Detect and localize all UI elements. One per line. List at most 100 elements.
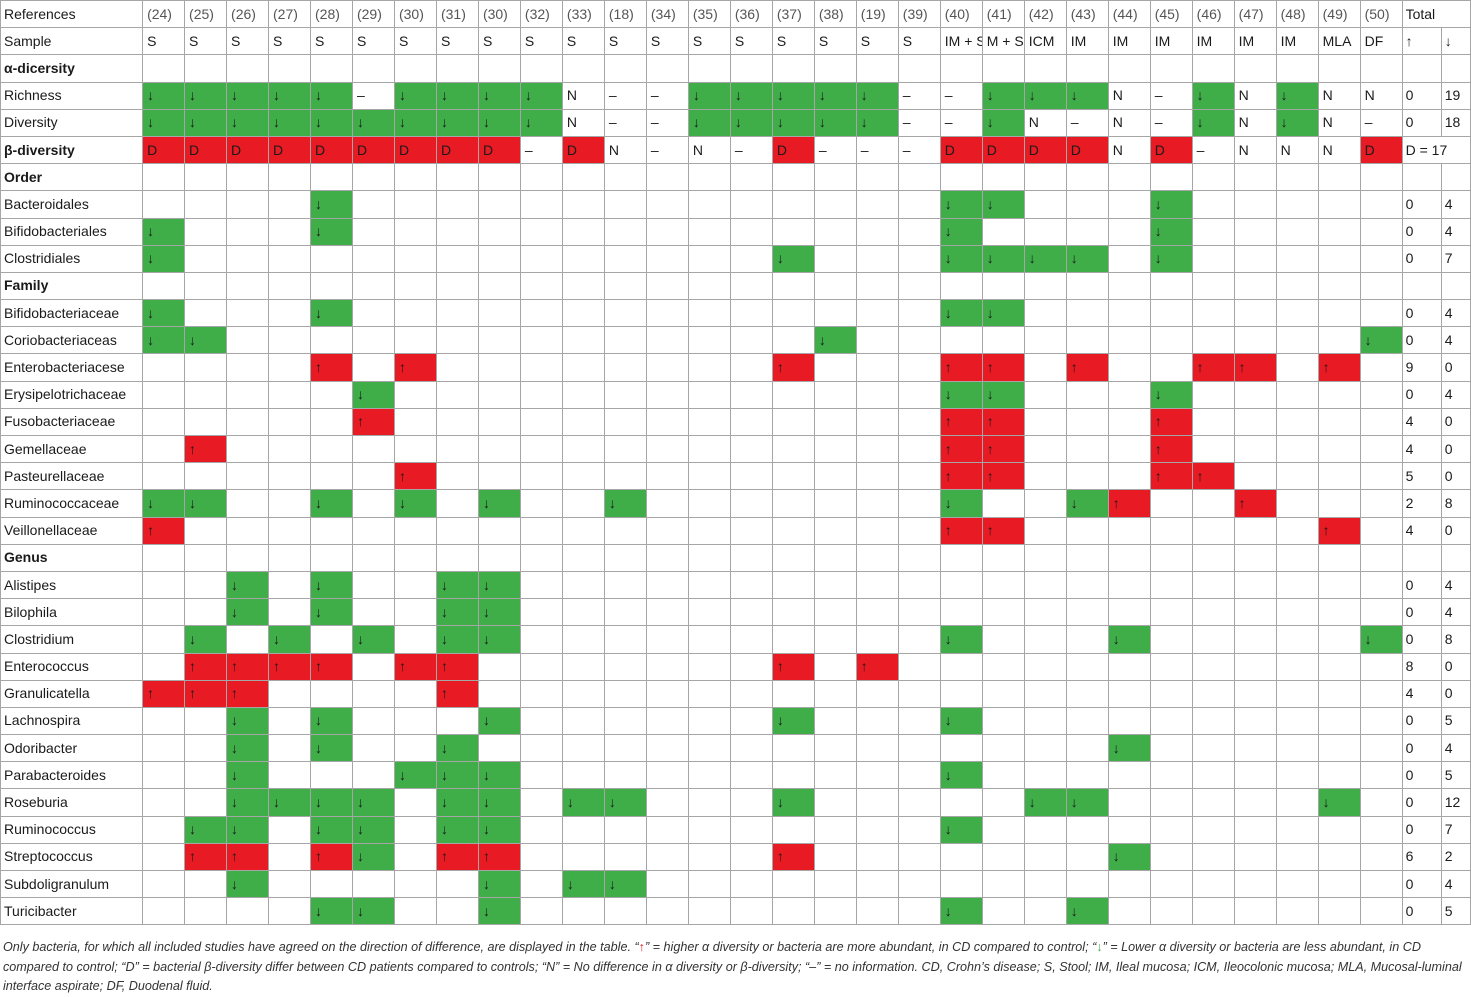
result-cell <box>645 842 689 872</box>
result-cell <box>645 353 689 382</box>
result-cell <box>351 190 395 219</box>
result-cell <box>1023 706 1067 736</box>
result-cell <box>687 299 731 328</box>
taxon-label: Ruminococcus <box>0 815 144 844</box>
result-cell <box>268 543 311 572</box>
result-cell <box>519 788 563 817</box>
result-cell <box>310 326 353 355</box>
result-cell <box>142 462 186 491</box>
total-up-cell: 5 <box>1401 462 1442 491</box>
result-cell <box>477 434 521 464</box>
result-cell <box>561 163 605 192</box>
taxon-row: Bifidobacteriales ↓ ↓ ↓ ↓ 0 4 <box>0 217 1471 246</box>
result-cell <box>142 652 186 681</box>
result-cell: – <box>897 135 941 165</box>
result-cell <box>226 326 270 355</box>
result-cell <box>855 761 899 790</box>
result-cell <box>435 706 479 736</box>
result-cell <box>897 462 941 491</box>
result-cell <box>729 326 773 355</box>
result-cell <box>1191 897 1235 926</box>
result-cell <box>1359 652 1403 681</box>
result-cell <box>1191 570 1235 600</box>
result-cell <box>687 842 731 872</box>
result-cell <box>939 271 983 301</box>
taxon-label: Turicibacter <box>0 897 144 926</box>
result-cell <box>1233 788 1277 817</box>
result-cell <box>1233 734 1277 763</box>
result-cell <box>1275 679 1319 708</box>
result-cell: ↓ <box>603 489 647 518</box>
result-cell <box>687 271 731 301</box>
sample-type: S <box>142 27 186 56</box>
result-cell <box>561 761 605 790</box>
result-cell <box>1107 652 1151 681</box>
result-cell <box>645 489 689 518</box>
result-cell <box>1149 54 1193 83</box>
result-cell: ↑ <box>939 434 983 464</box>
result-cell <box>813 217 857 246</box>
result-cell <box>1275 489 1319 518</box>
total-down-cell <box>1440 163 1471 192</box>
result-cell: ↓ <box>351 842 395 872</box>
total-down-cell: 0 <box>1440 462 1471 491</box>
result-cell: D <box>771 135 815 165</box>
result-cell <box>771 598 815 627</box>
result-cell <box>729 815 773 844</box>
result-cell <box>561 570 605 600</box>
result-cell <box>645 163 689 192</box>
reference-number: (27) <box>268 0 311 29</box>
total-up-cell: 0 <box>1401 625 1442 654</box>
result-cell <box>1317 869 1361 899</box>
result-cell <box>687 353 731 382</box>
result-cell <box>1233 163 1277 192</box>
result-cell <box>687 163 731 192</box>
reference-number: (34) <box>645 0 689 29</box>
result-cell <box>981 543 1025 572</box>
result-cell: ↓ <box>477 570 521 600</box>
result-cell <box>184 734 228 763</box>
result-cell <box>1065 434 1109 464</box>
result-cell <box>1233 706 1277 736</box>
result-cell: ↓ <box>351 897 395 926</box>
result-cell <box>1233 869 1277 899</box>
result-cell <box>1107 353 1151 382</box>
total-up-cell: 0 <box>1401 244 1442 273</box>
result-cell <box>561 353 605 382</box>
total-up-cell: 9 <box>1401 353 1442 382</box>
result-cell <box>813 380 857 409</box>
result-cell <box>813 734 857 763</box>
result-cell <box>351 706 395 736</box>
result-cell <box>855 679 899 708</box>
result-cell <box>981 788 1025 817</box>
result-cell <box>1233 407 1277 437</box>
result-cell <box>645 380 689 409</box>
total-up-cell: 4 <box>1401 516 1442 545</box>
result-cell: ↓ <box>477 108 521 137</box>
result-cell <box>939 570 983 600</box>
result-cell: ↑ <box>1149 407 1193 437</box>
result-cell <box>268 761 311 790</box>
reference-number: (36) <box>729 0 773 29</box>
result-cell <box>393 326 437 355</box>
result-cell <box>1149 706 1193 736</box>
result-cell <box>729 652 773 681</box>
result-cell <box>1359 761 1403 790</box>
result-cell <box>1233 543 1277 572</box>
result-cell <box>268 353 311 382</box>
result-cell: ↓ <box>939 761 983 790</box>
result-cell: ↑ <box>939 407 983 437</box>
result-cell <box>645 217 689 246</box>
result-cell <box>1359 869 1403 899</box>
result-cell: D <box>1023 135 1067 165</box>
section-row: Family <box>0 271 1471 301</box>
result-cell: ↓ <box>981 244 1025 273</box>
result-cell: ↓ <box>477 788 521 817</box>
result-cell <box>603 897 647 926</box>
result-cell <box>1023 869 1067 899</box>
result-cell <box>1191 271 1235 301</box>
result-cell <box>1275 543 1319 572</box>
result-cell <box>1149 652 1193 681</box>
result-cell <box>477 679 521 708</box>
reference-number: (28) <box>310 0 353 29</box>
